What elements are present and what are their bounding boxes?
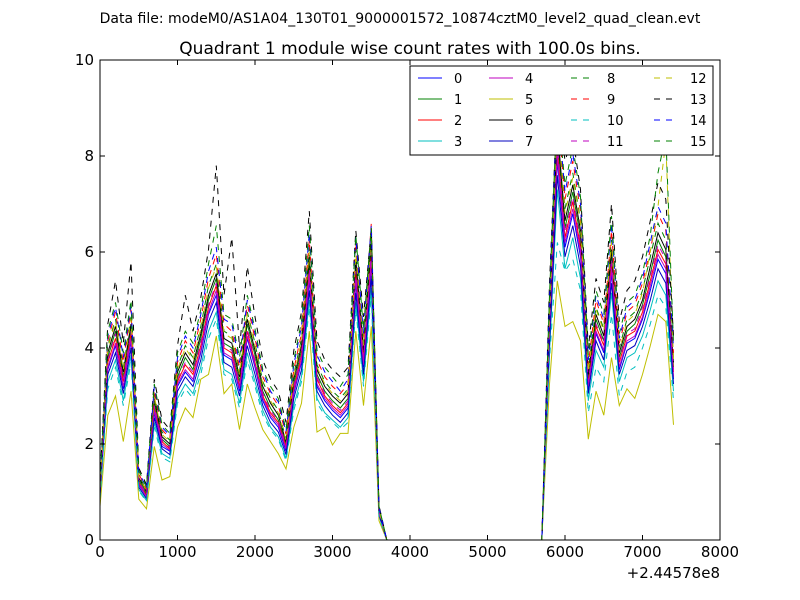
x-tick-label: 2000 bbox=[236, 543, 274, 561]
legend-label-0: 0 bbox=[454, 72, 462, 87]
x-tick-label: 3000 bbox=[313, 543, 351, 561]
x-tick-label: 0 bbox=[95, 543, 105, 561]
legend-label-4: 4 bbox=[525, 72, 533, 87]
legend-label-7: 7 bbox=[525, 135, 533, 150]
series-line-5 bbox=[99, 280, 674, 541]
legend-frame bbox=[409, 65, 714, 156]
y-tick-label: 8 bbox=[84, 147, 94, 165]
x-tick-label: 1000 bbox=[158, 543, 196, 561]
x-offset-label: +2.44578e8 bbox=[627, 564, 720, 582]
y-tick-label: 6 bbox=[84, 243, 94, 261]
series-line-13 bbox=[99, 98, 674, 541]
x-tick-label: 7000 bbox=[623, 543, 661, 561]
series-line-15 bbox=[99, 100, 674, 541]
legend-label-5: 5 bbox=[525, 93, 533, 108]
data-file-caption: Data file: modeM0/AS1A04_130T01_90000015… bbox=[100, 11, 701, 27]
legend-label-15: 15 bbox=[690, 135, 707, 150]
y-tick-label: 0 bbox=[84, 531, 94, 549]
plot-series bbox=[99, 98, 674, 541]
legend-label-2: 2 bbox=[454, 114, 462, 129]
x-tick-label: 6000 bbox=[546, 543, 584, 561]
y-tick-label: 2 bbox=[84, 435, 94, 453]
legend-label-8: 8 bbox=[607, 72, 615, 87]
legend-label-1: 1 bbox=[454, 93, 462, 108]
legend-label-9: 9 bbox=[607, 93, 615, 108]
legend-label-11: 11 bbox=[607, 135, 624, 150]
x-tick-label: 5000 bbox=[468, 543, 506, 561]
legend-label-6: 6 bbox=[525, 114, 533, 129]
y-tick-label: 4 bbox=[84, 339, 94, 357]
x-axis: 0 1000 2000 3000 4000 5000 6000 7000 8000 bbox=[95, 60, 739, 561]
x-tick-label: 4000 bbox=[391, 543, 429, 561]
x-tick-label: 8000 bbox=[701, 543, 739, 561]
series-line-10 bbox=[99, 242, 674, 541]
legend-label-3: 3 bbox=[454, 135, 462, 150]
legend-label-10: 10 bbox=[607, 114, 624, 129]
series-line-8 bbox=[99, 112, 674, 541]
chart-title: Quadrant 1 module wise count rates with … bbox=[179, 39, 640, 59]
series-line-14 bbox=[99, 103, 674, 541]
legend-label-13: 13 bbox=[690, 93, 707, 108]
y-tick-label: 10 bbox=[75, 51, 94, 69]
legend-label-12: 12 bbox=[690, 72, 707, 87]
legend-label-14: 14 bbox=[690, 114, 707, 129]
